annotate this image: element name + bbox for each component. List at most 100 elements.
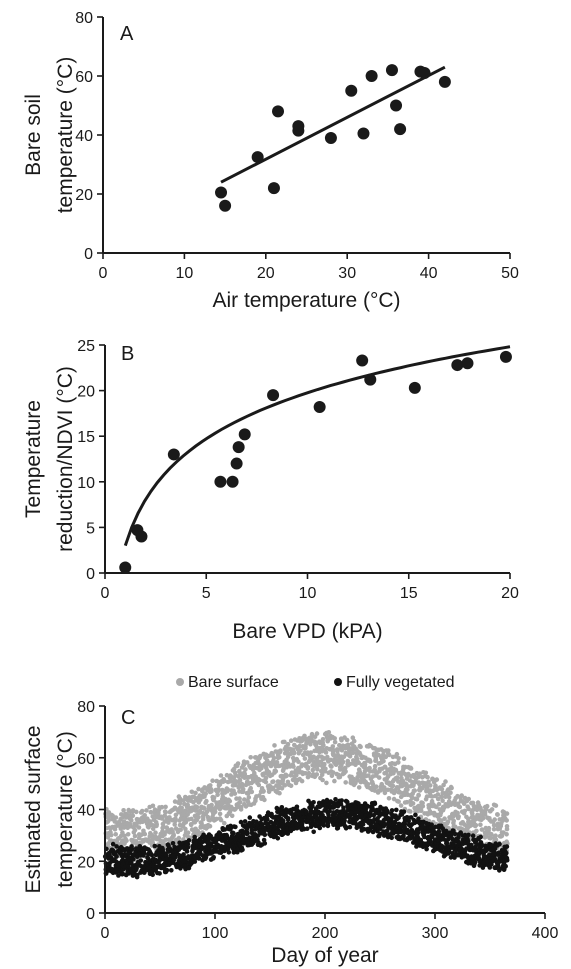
surface-temperature-point xyxy=(455,810,460,816)
surface-temperature-point xyxy=(153,830,158,835)
x-tick-label: 40 xyxy=(420,265,438,282)
surface-temperature-point xyxy=(491,822,497,828)
surface-temperature-point xyxy=(365,782,371,787)
panel-a-y-axis-title-line-2: temperature (°C) xyxy=(54,57,77,214)
x-tick-label: 20 xyxy=(501,585,519,602)
surface-temperature-point xyxy=(242,771,248,777)
scatter-point xyxy=(292,124,305,137)
surface-temperature-point xyxy=(314,731,320,736)
surface-temperature-point xyxy=(342,765,348,771)
surface-temperature-point xyxy=(129,846,135,852)
surface-temperature-point xyxy=(450,853,456,859)
surface-temperature-point xyxy=(491,826,497,832)
surface-temperature-point xyxy=(457,804,463,810)
surface-temperature-point xyxy=(125,832,131,837)
surface-temperature-point xyxy=(470,833,476,838)
surface-temperature-point xyxy=(253,798,258,804)
surface-temperature-point xyxy=(307,757,313,763)
surface-temperature-point xyxy=(173,816,178,821)
y-tick-label: 20 xyxy=(75,187,93,204)
surface-temperature-point xyxy=(441,805,447,811)
surface-temperature-point xyxy=(261,830,267,836)
surface-temperature-point xyxy=(107,852,112,857)
surface-temperature-point xyxy=(493,833,498,838)
surface-temperature-point xyxy=(315,767,320,772)
surface-temperature-point xyxy=(384,808,390,813)
surface-temperature-point xyxy=(224,772,230,778)
panel-c: 0 100 200 300 400 0 20 40 60 80 C Day of year Est… xyxy=(22,674,558,967)
surface-temperature-point xyxy=(413,812,418,818)
surface-temperature-point xyxy=(274,760,280,765)
surface-temperature-point xyxy=(493,837,499,842)
scatter-point xyxy=(408,381,421,394)
surface-temperature-point xyxy=(243,767,248,772)
surface-temperature-point xyxy=(460,840,466,846)
surface-temperature-point xyxy=(440,798,445,803)
surface-temperature-point xyxy=(504,850,509,856)
surface-temperature-point xyxy=(342,818,347,823)
surface-temperature-point xyxy=(157,871,162,876)
surface-temperature-point xyxy=(193,790,198,796)
surface-temperature-point xyxy=(330,770,336,775)
surface-temperature-point xyxy=(448,784,454,790)
surface-temperature-point xyxy=(332,736,338,741)
surface-temperature-point xyxy=(354,756,360,762)
surface-temperature-point xyxy=(169,868,174,873)
surface-temperature-point xyxy=(360,822,366,827)
surface-temperature-point xyxy=(404,791,409,796)
surface-temperature-point xyxy=(222,820,227,826)
surface-temperature-point xyxy=(343,769,348,774)
surface-temperature-point xyxy=(153,857,159,863)
surface-temperature-point xyxy=(320,816,326,822)
surface-temperature-point xyxy=(356,760,362,765)
surface-temperature-point xyxy=(503,863,509,869)
surface-temperature-point xyxy=(353,746,359,752)
surface-temperature-point xyxy=(238,819,244,825)
scatter-point xyxy=(451,359,464,372)
scatter-point xyxy=(267,182,280,195)
x-tick-label: 20 xyxy=(257,265,275,282)
surface-temperature-point xyxy=(299,822,305,827)
surface-temperature-point xyxy=(221,854,226,860)
surface-temperature-point xyxy=(237,799,243,805)
surface-temperature-point xyxy=(418,837,424,843)
surface-temperature-point xyxy=(416,780,422,785)
panel-b-y-axis-title-line-2: reduction/NDVI (°C) xyxy=(54,366,77,552)
surface-temperature-point xyxy=(153,820,159,825)
surface-temperature-point xyxy=(466,816,471,822)
surface-temperature-point xyxy=(416,792,421,798)
surface-temperature-point xyxy=(178,866,183,871)
surface-temperature-point xyxy=(398,803,404,808)
surface-temperature-point xyxy=(370,804,375,810)
surface-temperature-point xyxy=(201,806,207,811)
surface-temperature-point xyxy=(206,817,211,822)
surface-temperature-point xyxy=(121,808,126,813)
surface-temperature-point xyxy=(386,752,392,758)
y-tick-label: 60 xyxy=(77,751,95,768)
surface-temperature-point xyxy=(396,799,401,804)
surface-temperature-point xyxy=(135,872,140,878)
surface-temperature-point xyxy=(389,787,394,793)
surface-temperature-point xyxy=(342,824,348,829)
panel-b-x-axis-title: Bare VPD (kPA) xyxy=(232,620,382,643)
surface-temperature-point xyxy=(479,842,485,847)
surface-temperature-point xyxy=(182,863,188,868)
surface-temperature-point xyxy=(142,845,147,850)
surface-temperature-point xyxy=(178,805,183,810)
surface-temperature-point xyxy=(171,833,176,838)
surface-temperature-point xyxy=(288,783,294,789)
surface-temperature-point xyxy=(347,754,353,759)
surface-temperature-point xyxy=(448,790,453,795)
surface-temperature-point xyxy=(429,834,435,840)
y-tick-label: 40 xyxy=(77,803,95,820)
surface-temperature-point xyxy=(246,795,252,800)
surface-temperature-point xyxy=(217,811,223,817)
surface-temperature-point xyxy=(177,800,183,806)
surface-temperature-point xyxy=(396,756,401,761)
surface-temperature-point xyxy=(446,851,451,856)
legend-label-fully-vegetated: Fully vegetated xyxy=(346,674,455,691)
surface-temperature-point xyxy=(439,843,445,849)
surface-temperature-point xyxy=(367,765,372,771)
surface-temperature-point xyxy=(235,761,241,766)
surface-temperature-point xyxy=(332,804,337,809)
